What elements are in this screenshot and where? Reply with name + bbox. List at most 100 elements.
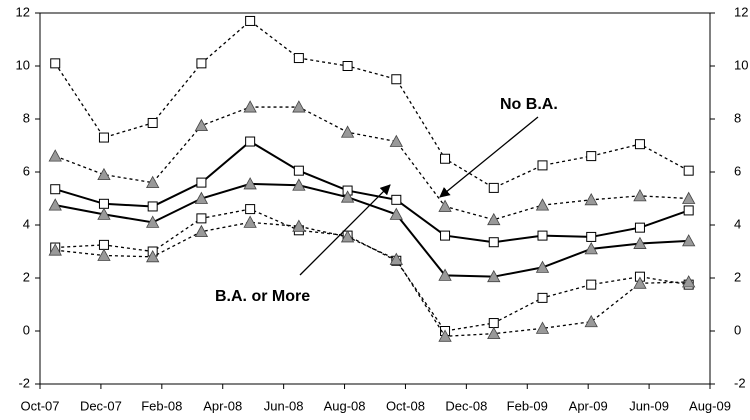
square-marker: [245, 136, 256, 147]
square-marker: [196, 177, 207, 188]
y2-tick-label: 0: [734, 322, 741, 337]
y2-tick-label: 4: [734, 216, 741, 231]
triangle-marker: [48, 243, 62, 256]
y2-tick-label: 10: [734, 57, 748, 72]
triangle-marker: [682, 275, 696, 288]
square-marker: [537, 230, 548, 241]
square-marker: [391, 194, 402, 205]
annotation-arrow: [439, 116, 539, 198]
y-tick-label: 2: [23, 269, 30, 284]
square-marker: [293, 53, 304, 64]
square-marker: [98, 132, 109, 143]
x-tick-label: Oct-08: [386, 398, 425, 413]
series-line: [55, 208, 689, 332]
triangle-marker: [194, 191, 209, 204]
triangle-marker: [682, 234, 696, 247]
triangle-marker: [292, 178, 306, 191]
x-tick-label: Apr-09: [569, 398, 608, 413]
square-marker: [50, 58, 61, 69]
square-marker: [634, 222, 645, 233]
triangle-marker: [48, 149, 62, 162]
square-marker: [488, 237, 499, 248]
square-marker: [537, 160, 548, 171]
y-tick-label: 8: [23, 110, 30, 125]
square-marker: [537, 292, 548, 303]
y2-tick-label: -2: [734, 375, 746, 390]
y-tick-label: -2: [18, 375, 30, 390]
x-tick-label: Feb-08: [141, 398, 182, 413]
square-marker: [683, 205, 694, 216]
triangle-marker: [243, 177, 257, 190]
triangle-marker: [487, 326, 501, 340]
y-tick-label: 0: [23, 322, 30, 337]
y2-tick-label: 2: [734, 269, 741, 284]
triangle-marker: [633, 189, 647, 202]
triangle-marker: [48, 198, 62, 211]
triangle-marker: [97, 248, 111, 261]
triangle-marker: [340, 190, 355, 203]
square-marker: [293, 165, 304, 176]
triangle-marker: [438, 199, 452, 212]
triangle-marker: [243, 100, 257, 113]
plot-frame: [39, 12, 711, 385]
x-tick-label: Jun-09: [629, 398, 669, 413]
triangle-marker: [97, 207, 111, 220]
square-marker: [196, 58, 207, 69]
square-marker: [98, 239, 109, 250]
y2-tick-label: 6: [734, 163, 741, 178]
x-tick-label: Aug-08: [324, 398, 366, 413]
triangle-marker: [584, 242, 598, 255]
square-marker: [683, 165, 694, 176]
y2-tick-label: 12: [734, 4, 748, 19]
triangle-marker: [682, 191, 696, 204]
triangle-marker: [535, 321, 550, 334]
square-marker: [245, 15, 256, 26]
triangle-marker: [243, 215, 257, 228]
series-line: [54, 140, 690, 244]
triangle-marker: [97, 167, 111, 181]
triangle-marker: [194, 118, 209, 132]
triangle-marker: [340, 125, 355, 138]
triangle-marker: [584, 314, 598, 328]
square-marker: [342, 61, 353, 71]
triangle-marker: [389, 134, 403, 147]
square-marker: [586, 151, 597, 162]
x-tick-label: Oct-07: [20, 398, 59, 413]
y-tick-label: 10: [16, 57, 30, 72]
square-marker: [634, 139, 645, 150]
triangle-marker: [194, 224, 209, 238]
x-tick-label: Dec-07: [80, 398, 122, 413]
square-marker: [147, 201, 158, 212]
triangle-marker: [292, 219, 306, 232]
annotation: No B.A.: [500, 96, 558, 113]
annotation: B.A. or More: [215, 288, 310, 305]
triangle-marker: [535, 260, 550, 273]
square-marker: [440, 230, 451, 241]
x-tick-label: Aug-09: [689, 398, 731, 413]
series-line: [54, 106, 689, 221]
square-marker: [196, 213, 207, 224]
triangle-marker: [535, 198, 550, 211]
square-marker: [391, 74, 402, 85]
triangle-marker: [633, 276, 647, 289]
triangle-marker: [487, 212, 501, 226]
square-marker: [440, 153, 451, 164]
x-tick-label: Apr-08: [203, 398, 242, 413]
triangle-marker: [146, 175, 160, 189]
square-marker: [488, 182, 499, 193]
triangle-marker: [389, 252, 403, 265]
triangle-marker: [584, 192, 598, 206]
y-tick-label: 4: [23, 216, 30, 231]
square-marker: [586, 279, 597, 290]
triangle-marker: [633, 236, 647, 249]
square-marker: [50, 184, 61, 195]
triangle-marker: [146, 249, 160, 263]
square-marker: [98, 198, 109, 209]
square-marker: [586, 231, 597, 242]
triangle-marker: [438, 268, 452, 281]
y-tick-label: 12: [16, 4, 30, 19]
triangle-marker: [340, 230, 355, 243]
triangle-marker: [292, 100, 306, 113]
series-line: [54, 20, 689, 189]
